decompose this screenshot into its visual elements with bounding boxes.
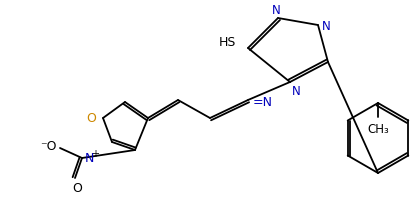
- Text: N: N: [292, 85, 301, 98]
- Text: ⁻O: ⁻O: [40, 141, 57, 154]
- Text: N: N: [272, 4, 280, 17]
- Text: O: O: [86, 111, 96, 125]
- Text: =N: =N: [253, 95, 273, 108]
- Text: HS: HS: [219, 36, 236, 49]
- Text: CH₃: CH₃: [367, 123, 389, 136]
- Text: +: +: [91, 149, 99, 159]
- Text: N: N: [322, 20, 331, 33]
- Text: O: O: [72, 182, 82, 195]
- Text: N: N: [85, 153, 94, 166]
